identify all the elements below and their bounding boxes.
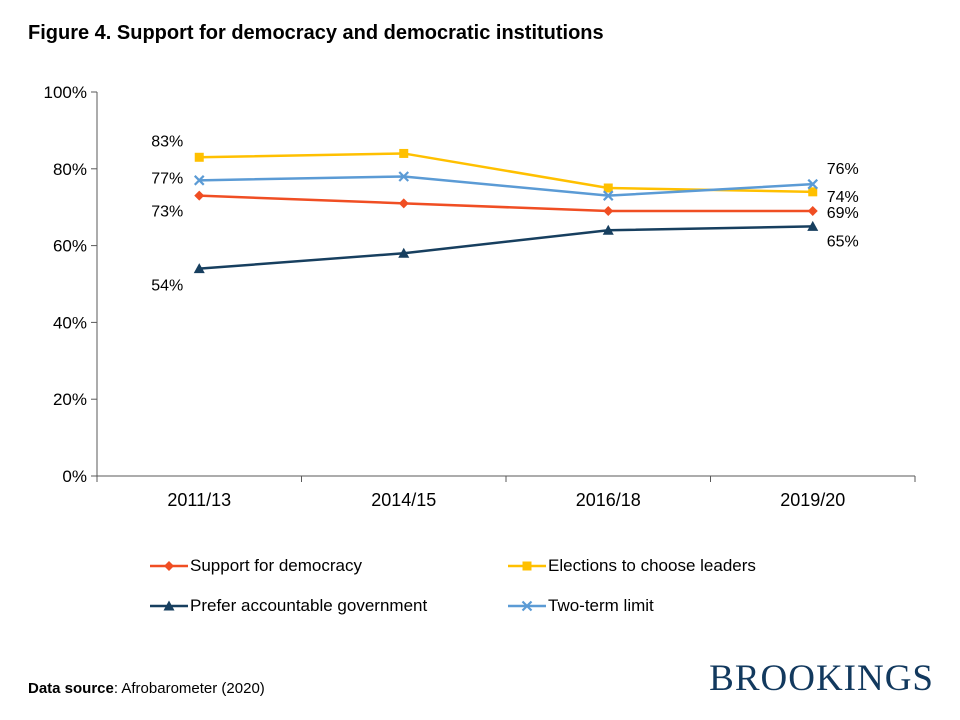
legend-label: Support for democracy [190, 556, 362, 575]
legend-label: Two-term limit [548, 596, 654, 615]
diamond-marker-icon [164, 561, 174, 571]
legend-square-marker-icon [508, 561, 546, 571]
square-marker-icon [522, 561, 532, 571]
legend-x-marker-icon [508, 600, 546, 612]
data-label: 77% [151, 170, 183, 187]
series-line [199, 194, 813, 213]
square-marker-icon [603, 183, 613, 193]
legend-item: Elections to choose leaders [508, 552, 756, 580]
x-marker-icon [193, 175, 205, 186]
triangle-marker-icon [602, 224, 614, 235]
x-axis-tick-label: 2019/20 [780, 490, 845, 510]
x-marker-icon [602, 190, 614, 201]
series-line [199, 225, 813, 270]
data-label: 65% [827, 233, 859, 250]
diamond-marker-icon [603, 206, 614, 217]
triangle-marker-icon [163, 600, 175, 611]
x-axis-tick-label: 2016/18 [576, 490, 641, 510]
legend-item: Prefer accountable government [150, 592, 508, 620]
y-axis-tick-label: 0% [62, 467, 87, 486]
x-marker-icon [521, 600, 533, 612]
legend-item: Two-term limit [508, 592, 756, 620]
x-axis-tick-label: 2011/13 [167, 490, 231, 510]
x-marker-icon [807, 178, 819, 190]
brookings-logo: BROOKINGS [709, 658, 934, 699]
x-axis-tick-label: 2014/15 [371, 490, 436, 510]
data-label: 76% [827, 161, 859, 178]
chart-title: Figure 4. Support for democracy and demo… [28, 22, 604, 44]
diamond-marker-icon [194, 190, 205, 201]
y-axis-tick-label: 40% [53, 313, 87, 332]
data-label: 83% [151, 133, 183, 150]
triangle-marker-icon [193, 263, 205, 274]
legend-diamond-marker-icon [150, 561, 188, 571]
data-source-label: Data source [28, 680, 114, 697]
legend-item: Support for democracy [150, 552, 508, 580]
triangle-marker-icon [807, 220, 819, 231]
square-marker-icon [194, 152, 204, 162]
y-axis-tick-label: 60% [53, 237, 87, 256]
y-axis-tick-label: 80% [53, 160, 87, 179]
diamond-marker-icon [807, 206, 818, 217]
line-chart: 0% 20% 40% 60% 80% 100% 2011/13 2014/15 2016/18 2… [44, 83, 916, 510]
chart-legend: Support for democracy Elections to choose… [150, 552, 756, 620]
data-label: 69% [827, 205, 859, 222]
x-marker-icon [398, 171, 410, 182]
y-axis-tick-label: 20% [53, 390, 87, 409]
data-label: 54% [151, 278, 183, 295]
diamond-marker-icon [398, 198, 409, 209]
data-source: Data source: Afrobarometer (2020) [28, 680, 265, 697]
data-label: 73% [151, 204, 183, 221]
square-marker-icon [399, 148, 409, 158]
data-label: 74% [827, 189, 859, 206]
data-source-text: : Afrobarometer (2020) [113, 680, 265, 697]
legend-label: Prefer accountable government [190, 596, 428, 615]
triangle-marker-icon [398, 247, 410, 258]
legend-label: Elections to choose leaders [548, 556, 756, 575]
square-marker-icon [808, 187, 818, 197]
series-line [199, 175, 813, 197]
legend-triangle-marker-icon [150, 600, 188, 611]
y-axis-tick-label: 100% [44, 83, 87, 102]
